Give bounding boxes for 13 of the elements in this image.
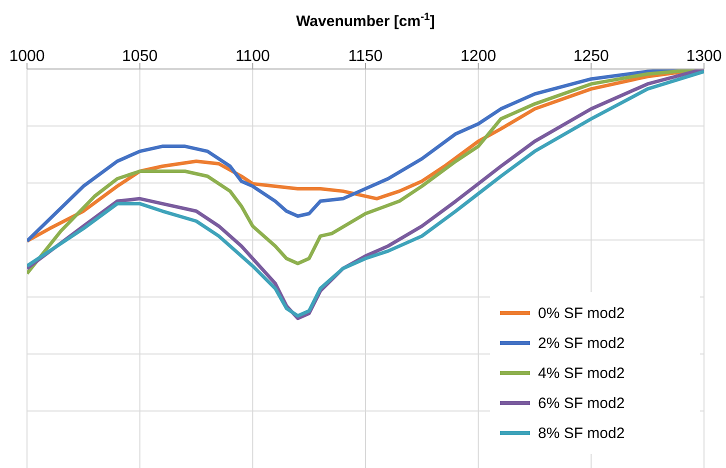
x-tick-label: 1100: [235, 48, 270, 65]
x-tick-label: 1200: [460, 48, 496, 65]
legend-label: 6% SF mod2: [538, 394, 625, 412]
legend-label: 0% SF mod2: [538, 304, 625, 322]
x-tick-label: 1250: [573, 48, 610, 65]
legend-label: 8% SF mod2: [538, 424, 625, 442]
x-tick-label: 1300: [686, 48, 722, 65]
x-tick-label: 1050: [122, 48, 158, 65]
legend-label: 4% SF mod2: [538, 364, 625, 382]
x-axis-title: Wavenumber [cm$^{-1}$]: [296, 11, 435, 30]
legend-label: 2% SF mod2: [538, 334, 625, 352]
x-tick-label: 1000: [9, 48, 45, 65]
x-tick-label: 1150: [348, 48, 383, 65]
